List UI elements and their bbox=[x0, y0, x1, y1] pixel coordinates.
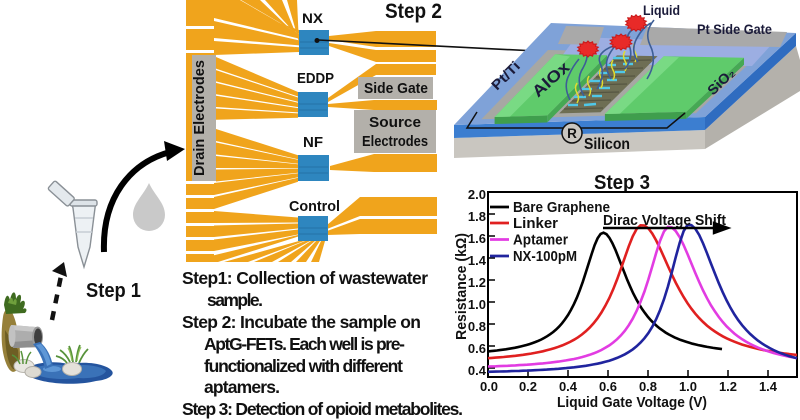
svg-text:1.8: 1.8 bbox=[468, 209, 486, 224]
svg-text:Electrodes: Electrodes bbox=[362, 133, 428, 150]
svg-text:1.6: 1.6 bbox=[468, 231, 486, 246]
svg-text:1.0: 1.0 bbox=[679, 379, 697, 394]
svg-text:Linker: Linker bbox=[513, 216, 558, 232]
svg-text:Side Gate: Side Gate bbox=[364, 80, 428, 97]
svg-text:functionalized with different: functionalized with different bbox=[204, 356, 403, 376]
svg-text:EDDP: EDDP bbox=[297, 70, 334, 87]
svg-text:Source: Source bbox=[369, 114, 421, 131]
svg-text:1.2: 1.2 bbox=[719, 379, 737, 394]
svg-text:0.4: 0.4 bbox=[468, 363, 487, 378]
svg-text:0.2: 0.2 bbox=[519, 379, 537, 394]
svg-text:1.4: 1.4 bbox=[759, 379, 778, 394]
svg-text:0.4: 0.4 bbox=[559, 379, 578, 394]
svg-text:Aptamer: Aptamer bbox=[513, 233, 568, 249]
svg-text:NF: NF bbox=[303, 134, 323, 151]
svg-text:1.0: 1.0 bbox=[468, 297, 486, 312]
svg-text:0.8: 0.8 bbox=[468, 319, 486, 334]
svg-text:sample.: sample. bbox=[207, 290, 263, 310]
svg-text:aptamers.: aptamers. bbox=[204, 377, 280, 397]
svg-text:Step 2: Incubate the sample on: Step 2: Incubate the sample on bbox=[182, 312, 421, 332]
svg-text:NX: NX bbox=[302, 10, 324, 26]
svg-text:0.6: 0.6 bbox=[599, 379, 617, 394]
svg-text:1.4: 1.4 bbox=[468, 253, 487, 268]
svg-text:Silicon: Silicon bbox=[584, 136, 630, 153]
svg-text:2.0: 2.0 bbox=[468, 187, 486, 202]
svg-text:Step 2: Step 2 bbox=[385, 0, 442, 23]
svg-text:Dirac Voltage Shift: Dirac Voltage Shift bbox=[603, 212, 726, 229]
svg-text:Pt Side Gate: Pt Side Gate bbox=[697, 21, 772, 37]
svg-text:0.8: 0.8 bbox=[639, 379, 657, 394]
svg-text:Bare Graphene: Bare Graphene bbox=[513, 200, 610, 216]
svg-text:R: R bbox=[567, 126, 577, 141]
svg-text:1.2: 1.2 bbox=[468, 275, 486, 290]
svg-text:Resistance (kΩ): Resistance (kΩ) bbox=[453, 233, 470, 340]
svg-text:Step1: Collection of wastewate: Step1: Collection of wastewater bbox=[182, 268, 428, 288]
svg-text:0.6: 0.6 bbox=[468, 341, 486, 356]
svg-text:AptG-FETs. Each well is pre-: AptG-FETs. Each well is pre- bbox=[204, 334, 405, 354]
svg-text:Step 1: Step 1 bbox=[86, 280, 141, 302]
svg-text:NX-100pM: NX-100pM bbox=[513, 249, 577, 265]
svg-text:Liquid Gate Voltage (V): Liquid Gate Voltage (V) bbox=[557, 394, 707, 411]
svg-text:Step 3: Detection of opioid me: Step 3: Detection of opioid metabolites. bbox=[182, 399, 463, 419]
svg-text:Control: Control bbox=[289, 198, 340, 215]
svg-text:Drain Electrodes: Drain Electrodes bbox=[191, 60, 208, 176]
svg-text:Step 3: Step 3 bbox=[594, 172, 650, 194]
svg-text:0.0: 0.0 bbox=[480, 379, 498, 394]
svg-text:Liquid: Liquid bbox=[643, 2, 680, 18]
